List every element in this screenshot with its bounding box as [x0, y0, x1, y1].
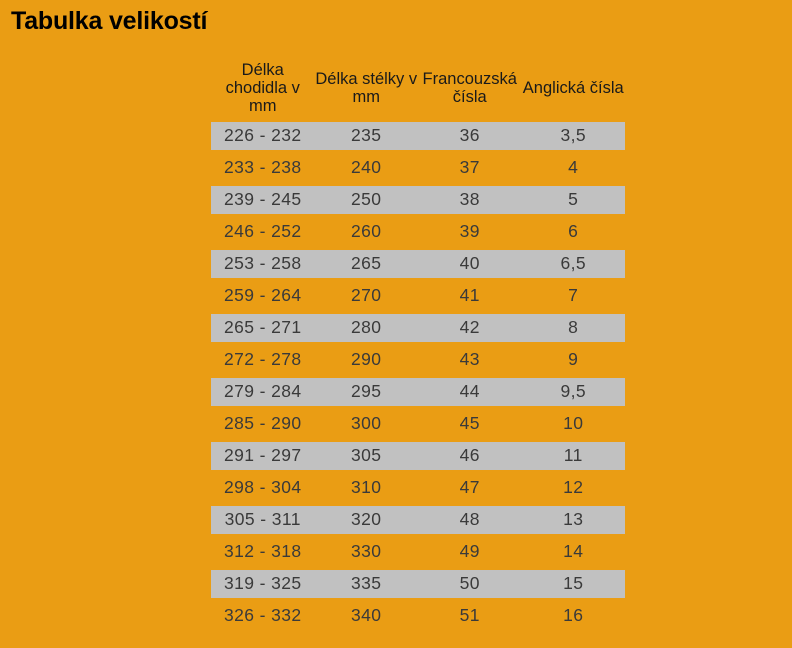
table-cell: 270 [351, 285, 382, 306]
table-cell: 326 - 332 [223, 605, 302, 626]
table-cell: 246 - 252 [223, 221, 302, 242]
table-cell: 310 [351, 477, 382, 498]
size-table-head: Délka chodidla v mm Délka stélky v mm Fran… [211, 57, 625, 120]
table-cell: 290 [351, 349, 382, 370]
table-row: 226 - 232 235 36 3,5 [211, 120, 625, 152]
column-header: Francouzská čísla [422, 69, 517, 107]
table-cell: 265 - 271 [211, 312, 315, 344]
table-cell: 3,5 [521, 120, 625, 152]
table-cell: 15 [521, 568, 625, 600]
table-cell: 305 - 311 [211, 504, 315, 536]
table-cell: 8 [521, 312, 625, 344]
table-cell: 305 [314, 440, 418, 472]
table-cell: 46 [418, 440, 522, 472]
table-cell: 11 [521, 440, 625, 472]
table-cell: 13 [521, 504, 625, 536]
column-header: Délka stélky v mm [315, 69, 418, 107]
table-row: 312 - 318 330 49 14 [211, 536, 625, 568]
table-cell: 5 [521, 184, 625, 216]
table-cell: 280 [314, 312, 418, 344]
table-cell: 259 - 264 [223, 285, 302, 306]
table-cell: 51 [459, 605, 480, 626]
header-row: Délka chodidla v mm Délka stélky v mm Fran… [211, 57, 625, 120]
column-header: Anglická čísla [522, 79, 624, 98]
table-cell: 320 [314, 504, 418, 536]
page-title: Tabulka velikostí [11, 7, 208, 35]
table-cell: 312 - 318 [223, 541, 302, 562]
table-cell: 240 [351, 157, 382, 178]
table-cell: 265 [314, 248, 418, 280]
table-cell: 42 [418, 312, 522, 344]
table-cell: 39 [459, 221, 480, 242]
table-cell: 291 - 297 [211, 440, 315, 472]
table-row: 233 - 238 240 37 4 [211, 152, 625, 184]
table-cell: 340 [351, 605, 382, 626]
table-cell: 226 - 232 [211, 120, 315, 152]
table-cell: 6,5 [521, 248, 625, 280]
size-chart-page: Tabulka velikostí Délka chodidla v mm Dél… [11, 7, 625, 632]
table-cell: 239 - 245 [211, 184, 315, 216]
column-header: Délka chodidla v mm [225, 60, 300, 116]
table-cell: 235 [314, 120, 418, 152]
table-cell: 44 [418, 376, 522, 408]
table-cell: 285 - 290 [223, 413, 302, 434]
table-cell: 48 [418, 504, 522, 536]
table-cell: 6 [568, 221, 579, 242]
table-cell: 295 [314, 376, 418, 408]
table-row: 253 - 258 265 40 6,5 [211, 248, 625, 280]
table-cell: 260 [351, 221, 382, 242]
table-cell: 7 [568, 285, 579, 306]
table-row: 272 - 278 290 43 9 [211, 344, 625, 376]
table-cell: 233 - 238 [223, 157, 302, 178]
table-cell: 298 - 304 [223, 477, 302, 498]
table-row: 298 - 304 310 47 12 [211, 472, 625, 504]
table-cell: 319 - 325 [211, 568, 315, 600]
table-cell: 12 [563, 477, 584, 498]
table-cell: 335 [314, 568, 418, 600]
table-row: 239 - 245 250 38 5 [211, 184, 625, 216]
table-cell: 16 [563, 605, 584, 626]
table-row: 285 - 290 300 45 10 [211, 408, 625, 440]
table-cell: 43 [459, 349, 480, 370]
table-cell: 253 - 258 [211, 248, 315, 280]
table-row: 279 - 284 295 44 9,5 [211, 376, 625, 408]
table-cell: 41 [459, 285, 480, 306]
table-cell: 9,5 [521, 376, 625, 408]
table-cell: 10 [563, 413, 584, 434]
table-cell: 36 [418, 120, 522, 152]
table-cell: 40 [418, 248, 522, 280]
table-cell: 37 [459, 157, 480, 178]
table-cell: 47 [459, 477, 480, 498]
table-row: 259 - 264 270 41 7 [211, 280, 625, 312]
table-row: 265 - 271 280 42 8 [211, 312, 625, 344]
table-body: 226 - 232 235 36 3,5 233 - 238 240 37 4 239 - 24… [211, 120, 625, 632]
table-cell: 45 [459, 413, 480, 434]
table-cell: 14 [563, 541, 584, 562]
table-row: 246 - 252 260 39 6 [211, 216, 625, 248]
table-cell: 4 [568, 157, 579, 178]
table-cell: 49 [459, 541, 480, 562]
size-table: Délka chodidla v mm Délka stélky v mm Fran… [211, 57, 625, 632]
table-row: 326 - 332 340 51 16 [211, 600, 625, 632]
table-cell: 9 [568, 349, 579, 370]
table-cell: 38 [418, 184, 522, 216]
table-cell: 330 [351, 541, 382, 562]
table-cell: 272 - 278 [223, 349, 302, 370]
table-row: 319 - 325 335 50 15 [211, 568, 625, 600]
table-cell: 50 [418, 568, 522, 600]
table-row: 291 - 297 305 46 11 [211, 440, 625, 472]
table-cell: 279 - 284 [211, 376, 315, 408]
table-row: 305 - 311 320 48 13 [211, 504, 625, 536]
table-cell: 300 [351, 413, 382, 434]
table-cell: 250 [314, 184, 418, 216]
